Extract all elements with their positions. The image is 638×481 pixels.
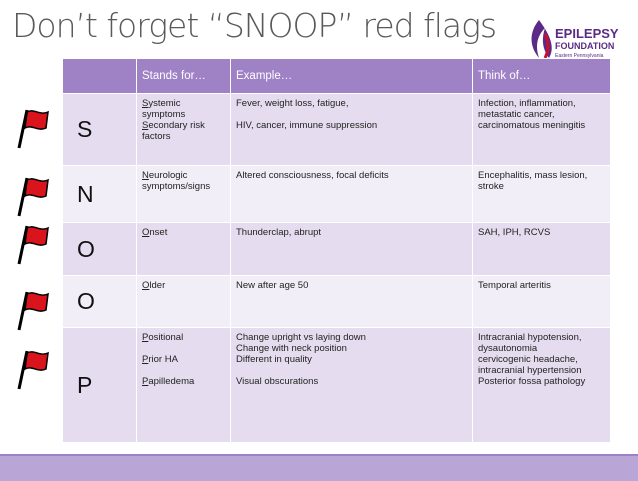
- example-line: Thunderclap, abrupt: [236, 227, 322, 238]
- stands-rest: econdary risk factors: [142, 120, 205, 142]
- think-line: intracranial hypertension: [478, 365, 582, 376]
- initial: P: [142, 332, 149, 343]
- initial: S: [142, 120, 149, 131]
- table-row: P Positional Prior HA Papilledema Change upr…: [62, 327, 611, 443]
- example-cell: Thunderclap, abrupt: [230, 222, 473, 276]
- letter-cell: O: [62, 275, 137, 328]
- think-line: dysautonomia: [478, 343, 538, 354]
- flags: [17, 109, 49, 390]
- initial: O: [142, 227, 150, 238]
- flag-pole: [17, 291, 29, 331]
- stands-rest: ositional: [148, 332, 184, 343]
- letter-cell: P: [62, 327, 137, 443]
- stands-cell: Systemic symptoms Secondary risk factors: [136, 93, 231, 166]
- stands-rest: ystemic symptoms: [142, 98, 186, 120]
- stands-item: Neurologic symptoms/signs: [142, 170, 225, 192]
- stands-item: Positional: [142, 332, 225, 343]
- example-cell: Fever, weight loss, fatigue, HIV, cancer,…: [230, 93, 473, 166]
- think-line: Posterior fossa pathology: [478, 376, 586, 387]
- example-cell: New after age 50: [230, 275, 473, 328]
- initial: N: [142, 170, 149, 181]
- flag-banner: [24, 226, 49, 246]
- table-row: S Systemic symptoms Secondary risk factors…: [62, 93, 611, 166]
- initial: P: [142, 376, 149, 387]
- example-line: New after age 50: [236, 280, 309, 291]
- example-line: Visual obscurations: [236, 376, 319, 387]
- stands-item: Prior HA: [142, 354, 225, 365]
- table-row: N Neurologic symptoms/signs Altered consci…: [62, 165, 611, 223]
- header-cell: Stands for…: [136, 58, 231, 94]
- logo-region: Eastern Pennsylvania: [555, 53, 604, 59]
- think-cell: Intracranial hypotension, dysautonomia cer…: [472, 327, 611, 443]
- stands-cell: Onset: [136, 222, 231, 276]
- slide-title: Don’t forget “SNOOP” red flags: [12, 6, 497, 45]
- think-cell: Infection, inflammation, metastatic canc…: [472, 93, 611, 166]
- flag-pole: [17, 350, 29, 390]
- stands-item: Papilledema: [142, 376, 225, 387]
- stands-cell: Neurologic symptoms/signs: [136, 165, 231, 223]
- think-line: Infection, inflammation, metastatic canc…: [478, 98, 586, 131]
- think-line: Encephalitis, mass lesion, stroke: [478, 170, 588, 192]
- logo-stroke: [543, 33, 550, 59]
- letter-cell: N: [62, 165, 137, 223]
- stands-rest: rior HA: [148, 354, 178, 365]
- stands-rest: apilledema: [148, 376, 195, 387]
- flag-banner: [24, 178, 49, 198]
- logo-sub: FOUNDATION: [555, 41, 614, 51]
- stands-item: Systemic symptoms: [142, 98, 225, 120]
- letter-cell: O: [62, 222, 137, 276]
- example-line: Altered consciousness, focal deficits: [236, 170, 389, 181]
- initial: P: [142, 354, 149, 365]
- flag-banner: [24, 292, 49, 312]
- snoop-table: Stands for… Example… Think of… S Systemic s…: [62, 58, 611, 443]
- stands-cell: Older: [136, 275, 231, 328]
- flag-pole: [17, 109, 29, 149]
- think-cell: SAH, IPH, RCVS: [472, 222, 611, 276]
- stands-rest: lder: [149, 280, 166, 291]
- think-line: SAH, IPH, RCVS: [478, 227, 551, 238]
- example-cell: Altered consciousness, focal deficits: [230, 165, 473, 223]
- stands-rest: eurologic symptoms/signs: [142, 170, 211, 192]
- flag-pole: [17, 225, 29, 265]
- stands-rest: nset: [149, 227, 168, 238]
- think-line: Temporal arteritis: [478, 280, 551, 291]
- logo: EPILEPSY FOUNDATION Eastern Pennsylvania: [531, 20, 619, 59]
- stands-item: Secondary risk factors: [142, 120, 225, 142]
- header-cell: Think of…: [472, 58, 611, 94]
- flag-pole: [17, 177, 29, 217]
- letter-cell: S: [62, 93, 137, 166]
- stands-item: Onset: [142, 227, 225, 238]
- example-line: HIV, cancer, immune suppression: [236, 120, 378, 131]
- think-line: cervicogenic headache,: [478, 354, 578, 365]
- think-line: Intracranial hypotension,: [478, 332, 582, 343]
- example-line: Change with neck position: [236, 343, 347, 354]
- footer-band: [0, 454, 638, 481]
- header-cell: Example…: [230, 58, 473, 94]
- stands-item: Older: [142, 280, 225, 291]
- header-row: Stands for… Example… Think of…: [62, 58, 611, 94]
- flag-banner: [24, 351, 49, 371]
- initial: S: [142, 98, 149, 109]
- example-line: Fever, weight loss, fatigue,: [236, 98, 349, 109]
- stands-cell: Positional Prior HA Papilledema: [136, 327, 231, 443]
- table-row: O Onset Thunderclap, abrupt SAH, IPH, RCVS: [62, 222, 611, 276]
- example-line: Different in quality: [236, 354, 312, 365]
- example-line: Change upright vs laying down: [236, 332, 366, 343]
- logo-name: EPILEPSY: [555, 26, 619, 41]
- initial: O: [142, 280, 150, 291]
- flag-banner: [24, 110, 49, 130]
- example-cell: Change upright vs laying down Change with…: [230, 327, 473, 443]
- think-cell: Temporal arteritis: [472, 275, 611, 328]
- think-cell: Encephalitis, mass lesion, stroke: [472, 165, 611, 223]
- header-cell: [62, 58, 137, 94]
- table-row: O Older New after age 50 Temporal arteritis: [62, 275, 611, 328]
